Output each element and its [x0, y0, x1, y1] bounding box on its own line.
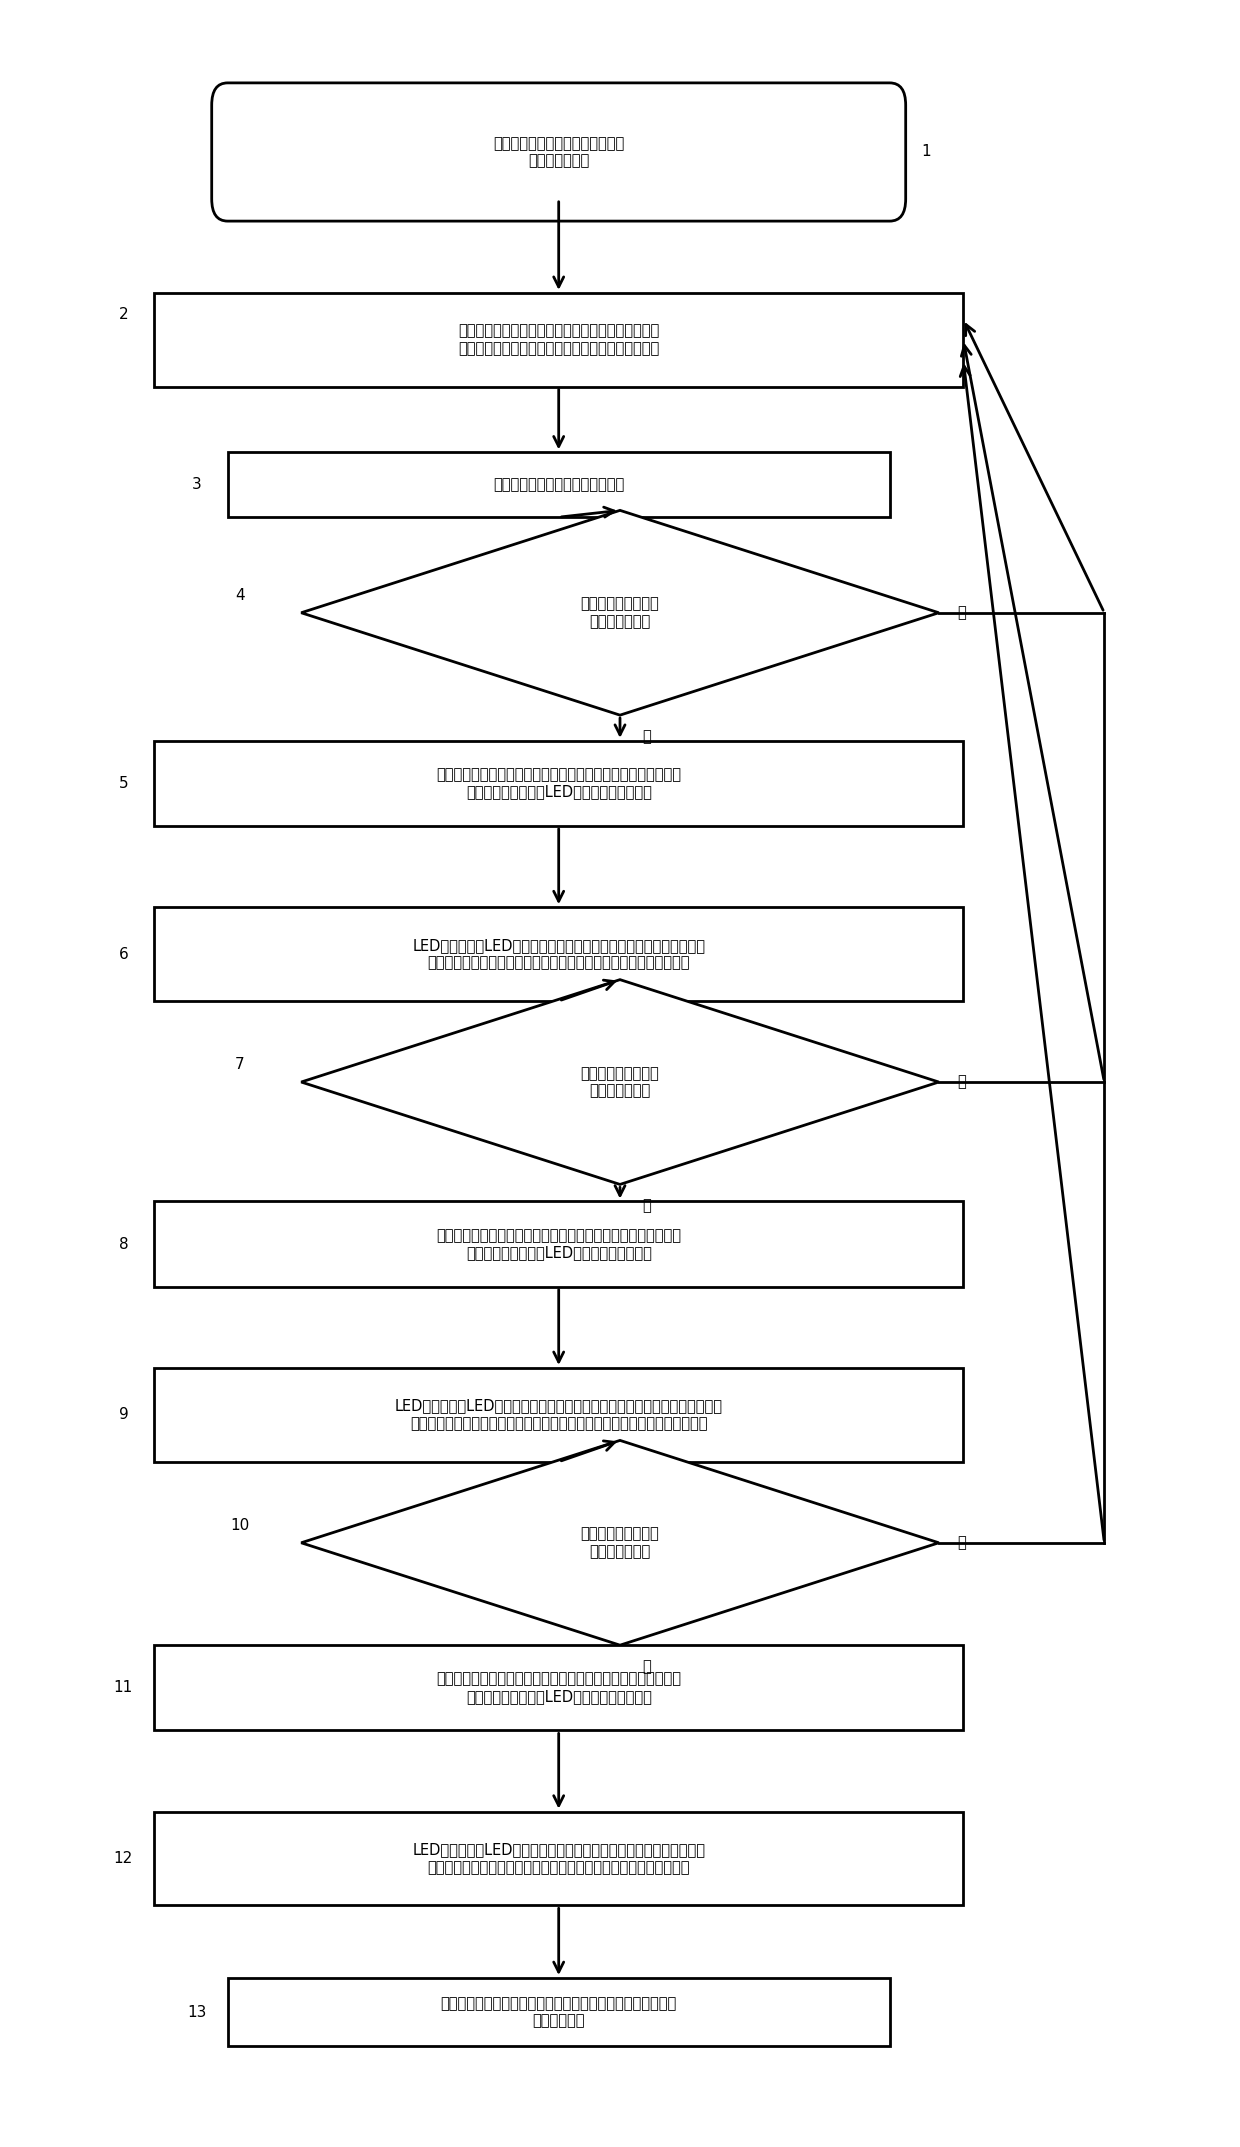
Polygon shape — [301, 511, 939, 715]
Polygon shape — [301, 1441, 939, 1645]
Text: 4: 4 — [236, 588, 244, 603]
Text: 否: 否 — [957, 1535, 966, 1550]
Text: 是: 是 — [642, 1198, 651, 1213]
Bar — [154, 908, 963, 1001]
Text: 传感器控制器对接收到的第二红外接收器红外信号进行分析，并
将分析得到的数据送LED控制器和短信发射器: 传感器控制器对接收到的第二红外接收器红外信号进行分析，并 将分析得到的数据送LE… — [436, 1228, 681, 1260]
Text: 是: 是 — [642, 728, 651, 743]
Text: 5: 5 — [119, 775, 128, 790]
Text: 否: 否 — [957, 605, 966, 620]
Bar — [154, 1202, 963, 1286]
Polygon shape — [301, 979, 939, 1185]
Text: 10: 10 — [231, 1518, 249, 1533]
Text: 第二红外接收器是否
检测到红外信号: 第二红外接收器是否 检测到红外信号 — [580, 1065, 660, 1099]
Bar — [154, 1368, 963, 1462]
Bar — [154, 1645, 963, 1730]
Text: LED控制器控制LED显示屏输出「紧凑型车禁止通行」，短信发射器向
周围行人和车辆及智能交通系统发送「紧凑型车禁止通行」的短信息: LED控制器控制LED显示屏输出「紧凑型车禁止通行」，短信发射器向 周围行人和车… — [412, 938, 706, 970]
Text: LED控制器控制LED显示屏输出「中级车及紧凑型车禁止通行」，短信发射器向
周围行人和车辆及智能交通系统发送「中级车及紧凑型车禁止通行」的短信息: LED控制器控制LED显示屏输出「中级车及紧凑型车禁止通行」，短信发射器向 周围… — [394, 1398, 723, 1432]
Text: 第三红外接收器是否
检测到红外信号: 第三红外接收器是否 检测到红外信号 — [580, 1527, 660, 1559]
Text: 2: 2 — [119, 307, 128, 322]
Text: 7: 7 — [236, 1058, 244, 1074]
Bar — [228, 1977, 890, 2046]
Text: 13: 13 — [187, 2005, 207, 2020]
Text: 3: 3 — [192, 477, 202, 492]
Text: 当管子里面的水退去后，管子里没有水时，开关自动断开，该
装置停止工作: 当管子里面的水退去后，管子里没有水时，开关自动断开，该 装置停止工作 — [440, 1997, 677, 2029]
Text: 传感器控制器对接收到的第一红外接收器红外信号进行分析，并
将分析得到的数据送LED控制器和短信发射器: 传感器控制器对接收到的第一红外接收器红外信号进行分析，并 将分析得到的数据送LE… — [436, 766, 681, 799]
Text: 8: 8 — [119, 1237, 128, 1252]
Text: 当桥下积水通过进水口进入管子，
开关自动接通；: 当桥下积水通过进水口进入管子， 开关自动接通； — [494, 135, 624, 167]
Text: LED控制器控制LED显示屏输出「所有车辆禁止通行」，短信发射器向
周围行人和车辆及智能交通系统发送「所有车辆禁止通行」的短信息: LED控制器控制LED显示屏输出「所有车辆禁止通行」，短信发射器向 周围行人和车… — [412, 1842, 706, 1874]
Text: 红外发射器开始发射红外信号，第一红外接收器、第
二红外接收器和第三红外接收器开始检测外线信号；: 红外发射器开始发射红外信号，第一红外接收器、第 二红外接收器和第三红外接收器开始… — [458, 324, 660, 356]
Text: 11: 11 — [114, 1681, 133, 1696]
Text: 1: 1 — [921, 144, 931, 159]
Text: 否: 否 — [957, 1074, 966, 1089]
Text: 12: 12 — [114, 1851, 133, 1866]
Text: 6: 6 — [119, 947, 128, 962]
Bar — [154, 1812, 963, 1904]
Text: 第一红外接收器是否
检测到红外信号: 第一红外接收器是否 检测到红外信号 — [580, 597, 660, 629]
Text: 浮漂随管子内的水位的上升而上升: 浮漂随管子内的水位的上升而上升 — [494, 477, 624, 492]
Text: 传感器控制器对接收到的第三红外接收器红外信号进行分析，并
将分析得到的数据送LED控制器和短信发射器: 传感器控制器对接收到的第三红外接收器红外信号进行分析，并 将分析得到的数据送LE… — [436, 1673, 681, 1705]
FancyBboxPatch shape — [212, 84, 905, 221]
Bar — [228, 453, 890, 517]
Bar — [154, 741, 963, 827]
Text: 9: 9 — [119, 1406, 128, 1421]
Bar — [154, 292, 963, 386]
Text: 是: 是 — [642, 1660, 651, 1675]
